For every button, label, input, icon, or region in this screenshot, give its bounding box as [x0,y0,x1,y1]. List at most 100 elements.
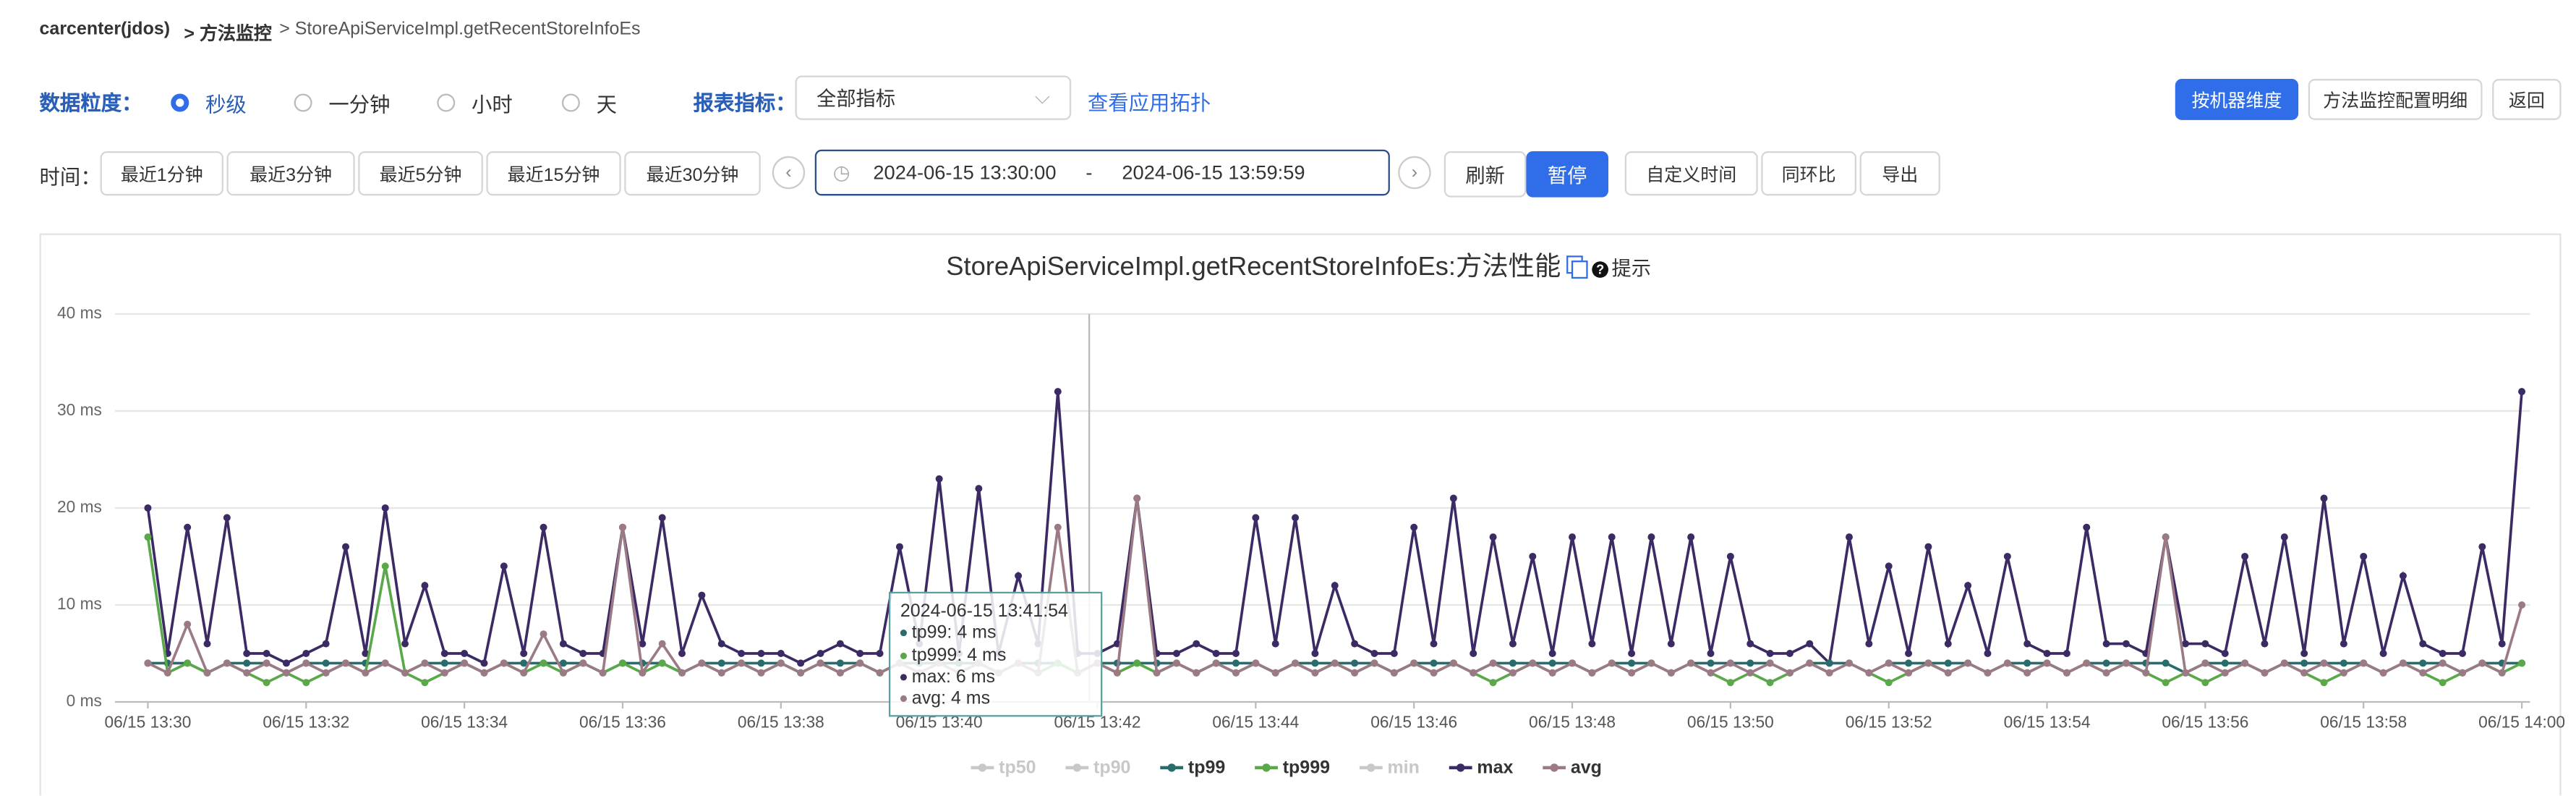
button[interactable]: 最近5分钟 [358,151,483,196]
date-range[interactable]: ◷ 2024-06-15 13:30:00-2024-06-15 13:59:59 [814,149,1390,196]
button[interactable]: 方法监控配置明细 [2308,79,2483,120]
point [243,650,251,657]
point [2261,669,2269,677]
point [1726,679,1734,687]
prev-button[interactable]: ‹ [772,156,806,190]
point [1449,659,1457,667]
next-button[interactable]: › [1398,156,1431,190]
point [362,669,370,677]
button[interactable]: 最近1分钟 [100,151,223,196]
point [2201,659,2209,667]
crumb[interactable]: > 方法监控 [184,25,272,45]
point [2399,659,2407,667]
point [2023,659,2031,667]
hint-icon[interactable] [1592,261,1608,278]
point [144,504,152,512]
point [2419,659,2427,667]
crumb[interactable]: carcenter(jdos) [39,20,171,40]
button[interactable]: 最近30分钟 [624,151,761,196]
point [1390,669,1398,677]
point [1054,523,1062,531]
point [302,659,310,667]
button[interactable]: 按机器维度 [2175,79,2299,120]
legend-dot [1456,763,1465,772]
tooltip-row: max: 6 ms [900,667,1091,689]
point [144,659,152,667]
point [1667,669,1675,677]
point [1548,669,1556,677]
point [1232,650,1240,657]
point [975,485,983,493]
point [1924,543,1932,551]
legend-item[interactable]: tp99 [1160,758,1225,778]
legend-item[interactable]: avg [1543,758,1602,778]
copy-icon[interactable] [1571,261,1588,279]
legend-dot [978,763,987,772]
radio-label[interactable]: 天 [596,93,618,117]
legend-label: max [1477,758,1513,778]
point [1569,659,1577,667]
metric-select[interactable]: 全部指标 ⌵ [795,75,1072,120]
radio[interactable]: 天 [561,87,618,118]
point [1766,659,1774,667]
legend-item[interactable]: tp999 [1255,758,1330,778]
button[interactable]: 返回 [2492,79,2562,120]
point [777,659,785,667]
point [1212,659,1220,667]
point [1232,659,1240,667]
point [500,659,508,667]
point [738,650,746,657]
point [1548,659,1556,667]
point [1628,650,1636,657]
radio-label[interactable]: 小时 [471,93,513,117]
point [2221,659,2229,667]
radio[interactable]: 秒级 [171,87,247,118]
breadcrumb-root[interactable]: carcenter(jdos) [40,20,171,39]
point [777,650,785,657]
legend-item[interactable]: tp50 [971,758,1036,778]
button[interactable]: 同环比 [1761,151,1857,196]
point [618,659,626,667]
point [757,669,765,677]
point [539,630,547,638]
point [559,669,567,677]
metric-label: 报表指标： [693,92,796,116]
point [302,650,310,657]
button[interactable]: 刷新 [1443,151,1527,198]
point [2300,659,2308,667]
point [2122,640,2130,648]
x-tick-label: 06/15 13:56 [2162,713,2248,732]
legend-label: tp999 [1283,758,1330,778]
button[interactable]: 暂停 [1526,151,1608,198]
tooltip-row: avg: 4 ms [900,689,1091,711]
radio-label[interactable]: 秒级 [205,93,247,117]
button[interactable]: 导出 [1859,151,1940,196]
point [2399,572,2407,580]
point [401,669,409,677]
button[interactable]: 最近15分钟 [486,151,621,196]
legend-item[interactable]: min [1359,758,1420,778]
hint[interactable]: 提示 [1612,257,1652,279]
legend-item[interactable]: max [1449,758,1514,778]
radio-label[interactable]: 一分钟 [328,93,391,117]
tooltip: 2024-06-15 13:41:54 tp99: 4 ms tp999: 4 … [888,591,1103,717]
button[interactable]: 自定义时间 [1624,151,1758,196]
point [401,640,409,648]
range-start: 2024-06-15 13:30:00 [873,161,1057,185]
point [1193,640,1200,648]
button[interactable]: 最近3分钟 [226,151,355,196]
point [440,650,448,657]
point [1747,659,1754,667]
point [678,650,686,657]
topology-link[interactable]: 查看应用拓扑 [1087,92,1211,116]
point [1786,650,1794,657]
legend-item[interactable]: tp90 [1065,758,1130,778]
point [1509,659,1517,667]
point [1825,669,1833,677]
point [618,523,626,531]
radio[interactable]: 一分钟 [294,87,391,118]
point [322,640,330,648]
legend-dot [1262,763,1271,772]
radio[interactable]: 小时 [437,87,513,118]
point [2221,650,2229,657]
